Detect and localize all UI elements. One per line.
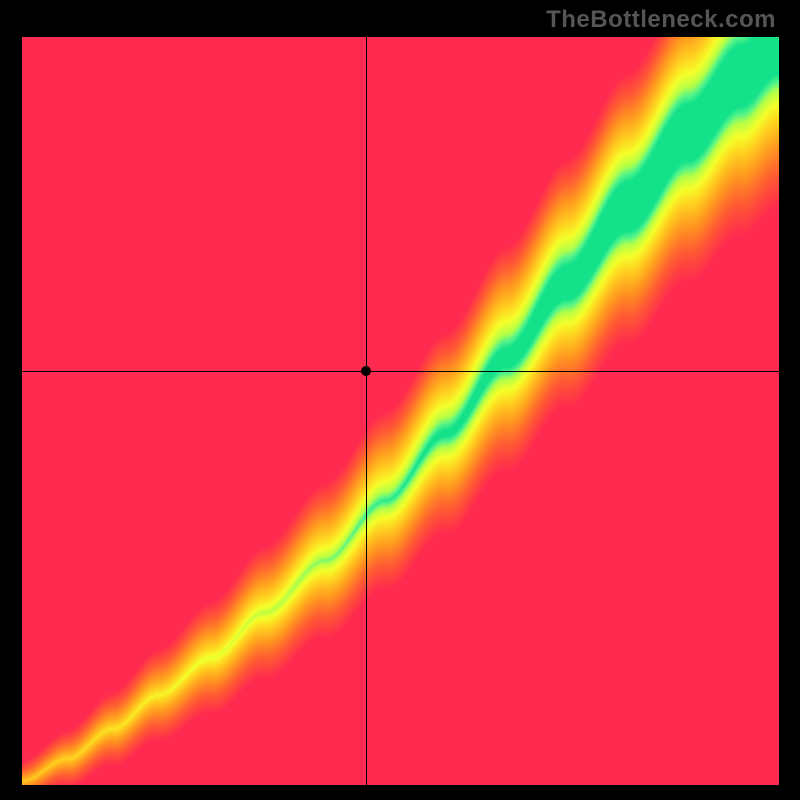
watermark-text: TheBottleneck.com xyxy=(546,6,776,34)
crosshair-marker xyxy=(361,366,371,376)
bottleneck-heatmap xyxy=(22,37,779,785)
crosshair-horizontal xyxy=(22,371,779,372)
crosshair-vertical xyxy=(366,37,367,785)
